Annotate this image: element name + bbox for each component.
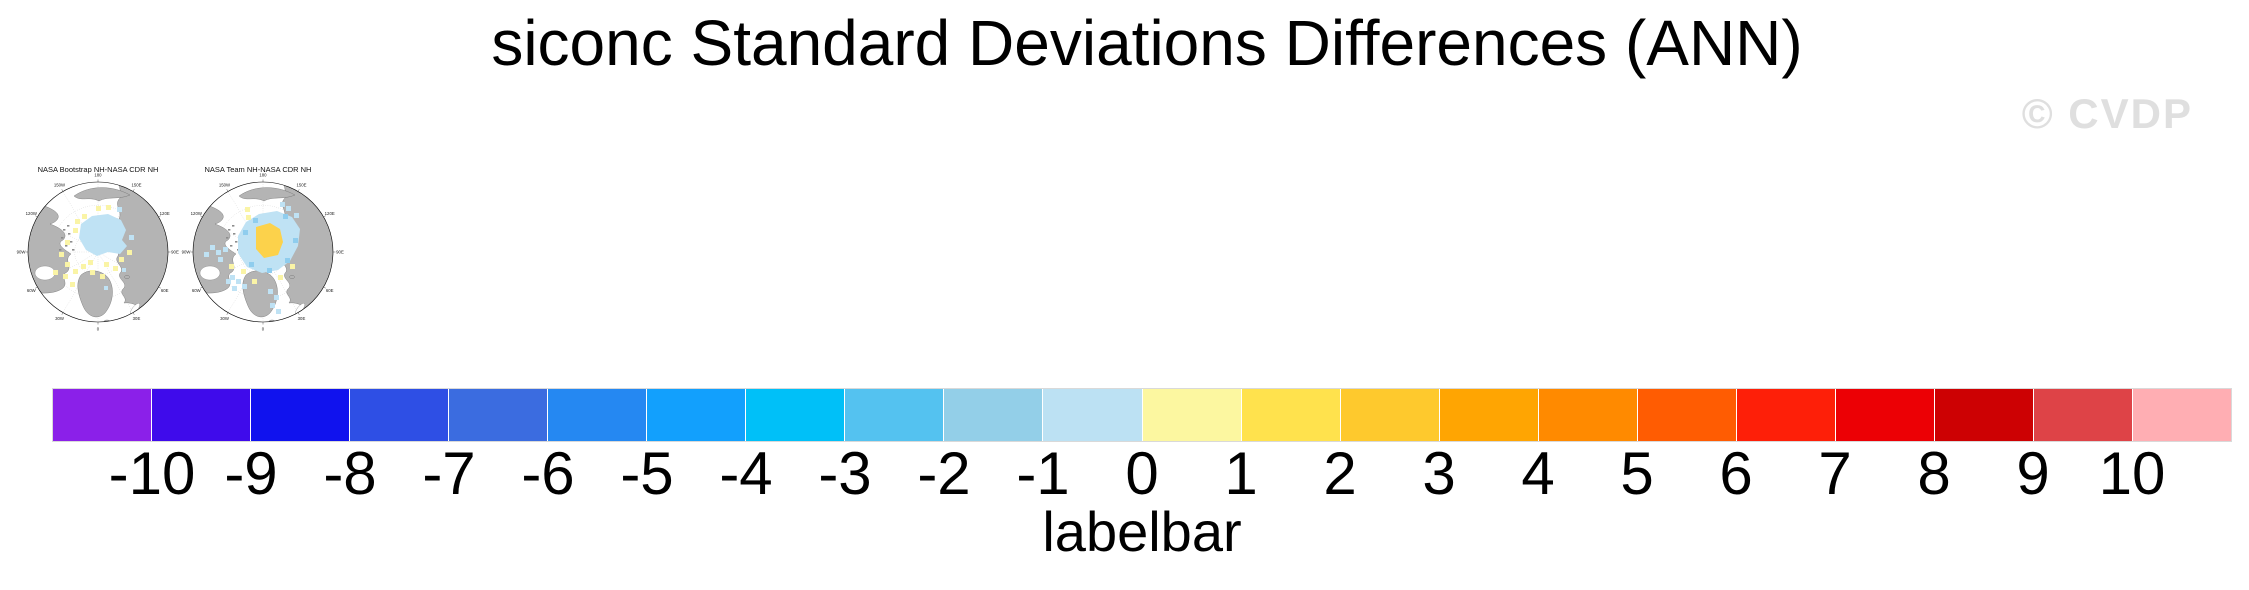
colorbar-box [944,389,1043,441]
map-tick-mark [35,215,38,218]
sea-ice-diff-patches [204,202,300,314]
colorbar-tick-label: -2 [917,440,971,507]
colorbar-tick-label: -7 [422,440,476,507]
colorbar-tick-label: 4 [1521,440,1555,507]
map-tick-label: 150W [219,183,231,188]
page-title: siconc Standard Deviations Differences (… [491,7,1803,79]
colorbar-box [449,389,548,441]
map-tick-label: 30W [55,316,65,321]
colorbar-tick-label: 7 [1818,440,1852,507]
colorbar-tick-label: -8 [323,440,377,507]
colorbar-box [2033,389,2132,441]
map-tick-labels: 180 150E 120E 90E 60E 30E 0 30W 60W 90W 120W 150W [182,172,344,331]
map-tick-label: 120E [160,211,170,216]
colorbar-tick-label: -4 [719,440,773,507]
colorbar-box [251,389,350,441]
map-tick-mark [35,286,38,289]
map-tick-label: 60E [161,288,169,293]
colorbar-box [1043,389,1142,441]
colorbar-box [548,389,647,441]
colorbar-box [1736,389,1835,441]
map-tick-label: 90W [182,249,192,254]
map-tick-label: 30E [133,316,141,321]
colorbar-tick-label: -6 [521,440,575,507]
colorbar-tick-label: -3 [818,440,872,507]
colorbar-tick-label: 5 [1620,440,1654,507]
map-tick-label: 90W [17,249,27,254]
map-tick-mark [200,215,203,218]
map-title: NASA Team NH-NASA CDR NH [204,165,312,174]
colorbar-tick-labels: -10 -9 -8 -7 -6 -5 -4 -3 -2 -1 0 1 2 3 4 5 6 7 8 9 10 [53,444,2231,508]
colorbar-tick-label: 0 [1125,440,1159,507]
colorbar-box [1340,389,1439,441]
colorbar-box [152,389,251,441]
colorbar-tick-label: -10 [108,440,196,507]
map-tick-label: 60W [192,288,202,293]
map-tick-label: 150W [54,183,66,188]
map-tick-label: 150E [131,183,141,188]
map-tick-labels: 180 150E 120E 90E 60E 30E 0 30W 60W 90W 120W 150W [17,172,179,331]
map-tick-mark [323,286,326,289]
map-title: NASA Bootstrap NH-NASA CDR NH [37,165,159,174]
map-tick-label: 180 [259,172,267,177]
colorbar-tick-label: 10 [2098,440,2166,507]
map-tick-label: 30E [298,316,306,321]
map-tick-label: 90E [171,249,179,254]
map-tick-label: 150E [296,183,306,188]
map-tick-mark [226,189,229,192]
map-tick-mark [200,286,203,289]
colorbar-tick-label: 1 [1224,440,1258,507]
map-tick-label: 0 [97,326,100,331]
colorbar-tick-label: 3 [1422,440,1456,507]
map-tick-label: 30W [220,316,230,321]
colorbar-tick-label: -1 [1016,440,1070,507]
colorbar-tick-label: 8 [1917,440,1951,507]
map-tick-mark [323,215,326,218]
map-tick-mark [61,312,64,315]
map-tick-label: 180 [94,172,102,177]
colorbar-box [647,389,746,441]
map-tick-label: 90E [336,249,344,254]
sea-ice-diff-patches [53,205,134,290]
colorbar-box [350,389,449,441]
map-tick-mark [158,286,161,289]
map-tick-label: 60W [27,288,37,293]
colorbar-box [1934,389,2033,441]
map-tick-mark [61,189,64,192]
colorbar-tick-label: 2 [1323,440,1357,507]
colorbar-box [1241,389,1340,441]
colorbar-tick-label: -5 [620,440,674,507]
colorbar-tick-label: 9 [2016,440,2050,507]
colorbar-box [845,389,944,441]
map-tick-label: 60E [326,288,334,293]
map-ticks [25,179,171,325]
map-tick-label: 120E [325,211,335,216]
colorbar-box [2132,389,2232,441]
map-tick-label: 120W [191,211,203,216]
map-tick-mark [226,312,229,315]
cvdp-watermark: © CVDP [2021,90,2193,137]
map-ticks [190,179,336,325]
map-tick-mark [297,312,300,315]
colorbar-box [1835,389,1934,441]
colorbar-box [1538,389,1637,441]
colorbar-tick-label: -9 [224,440,278,507]
colorbar-box [1142,389,1241,441]
polar-map: 180 150E 120E 90E 60E 30E 0 30W 60W 90W 120W 150W [17,172,179,331]
colorbar-box [1637,389,1736,441]
colorbar-box [53,389,152,441]
colorbar [52,388,2232,442]
map-tick-label: 120W [26,211,38,216]
map-tick-mark [132,312,135,315]
colorbar-tick-label: 6 [1719,440,1753,507]
map-tick-mark [297,189,300,192]
colorbar-box [746,389,845,441]
colorbar-caption: labelbar [1042,500,1242,563]
colorbar-box [1439,389,1538,441]
polar-map: 180 150E 120E 90E 60E 30E 0 30W 60W 90W 120W 150W [182,172,344,331]
map-tick-label: 0 [262,326,265,331]
map-tick-mark [132,189,135,192]
map-tick-mark [158,215,161,218]
